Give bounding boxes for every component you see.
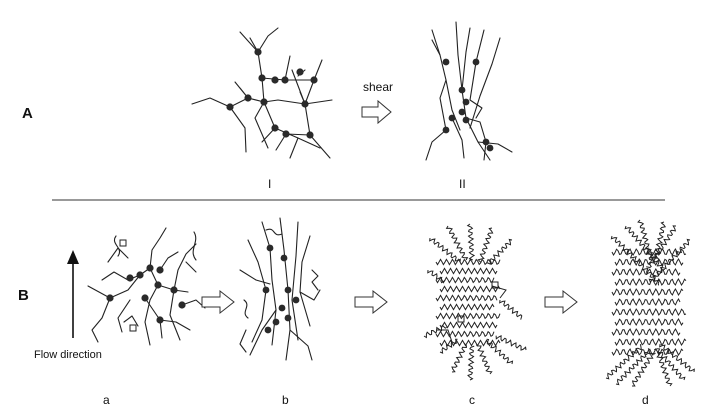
shear-label: shear: [363, 80, 394, 94]
panel-letter-b: B: [18, 287, 29, 304]
helix-strand: [615, 348, 651, 386]
helix-strand: [475, 344, 493, 375]
helix-strand: [477, 227, 494, 263]
network-stage-b: [239, 217, 321, 361]
panel-letter-a: A: [22, 105, 33, 122]
state-label-i: I: [268, 177, 272, 191]
helix-strand: [659, 343, 695, 373]
helix-strand: [466, 223, 476, 261]
helix-strand: [439, 285, 501, 293]
shear-arrow: [361, 99, 392, 125]
helix-strand: [654, 348, 686, 381]
helix-strand: [439, 339, 501, 347]
helix-strand: [467, 345, 475, 381]
crosslink-square: [491, 281, 499, 289]
helix-strand: [611, 327, 681, 337]
helix-strand: [439, 303, 495, 311]
stage-label-d: d: [642, 393, 649, 407]
state-label-ii: II: [459, 177, 466, 191]
helix-strand: [610, 235, 661, 286]
network-ii: [425, 21, 513, 161]
arrow-b-to-c: [354, 289, 388, 315]
helix-strand: [486, 338, 514, 365]
helix-strand: [435, 276, 495, 284]
helix-strand: [435, 294, 498, 302]
helix-strand: [614, 297, 681, 307]
helix-bundle-stage-d: [605, 219, 695, 387]
helix-strand: [429, 237, 461, 262]
helix-strand: [637, 219, 655, 263]
helix-strand: [648, 238, 691, 283]
crosslink-square: [457, 315, 465, 323]
helix-strand: [614, 277, 687, 287]
helix-strand: [499, 299, 523, 320]
helix-strand: [656, 351, 673, 387]
helix-strand: [436, 329, 453, 343]
helix-strand: [611, 307, 687, 317]
arrow-a-to-b: [201, 289, 235, 315]
helix-strand: [445, 225, 469, 261]
stage-label-b: b: [282, 393, 289, 407]
helix-strand: [435, 330, 495, 338]
stage-label-c: c: [469, 393, 475, 407]
helix-strand: [439, 338, 458, 354]
helix-strand: [605, 344, 642, 380]
helix-strand: [451, 342, 467, 373]
stage-label-a: a: [103, 393, 110, 407]
helix-strand: [611, 287, 684, 297]
helix-strand: [614, 337, 687, 347]
helix-strand: [624, 225, 665, 272]
helix-strand: [646, 225, 677, 269]
helix-strand: [611, 267, 681, 277]
helix-strand: [435, 312, 501, 320]
arrow-c-to-d: [544, 289, 578, 315]
helix-bundle-stage-c: [423, 223, 527, 381]
helix-strand: [435, 258, 501, 266]
helix-strand: [653, 221, 667, 259]
helix-strand: [614, 317, 684, 327]
helix-strand: [495, 334, 527, 351]
helix-strand: [486, 238, 513, 265]
helix-strand: [423, 324, 447, 339]
flow-direction-label: Flow direction: [34, 349, 102, 361]
helix-strand: [631, 352, 656, 387]
helix-strand: [491, 285, 507, 299]
helix-strand: [427, 269, 446, 284]
network-stage-a: [87, 227, 206, 346]
flow-direction-arrow: [67, 250, 79, 338]
helix-strand: [439, 267, 498, 275]
network-i: [191, 27, 333, 159]
helix-strand: [439, 321, 498, 329]
